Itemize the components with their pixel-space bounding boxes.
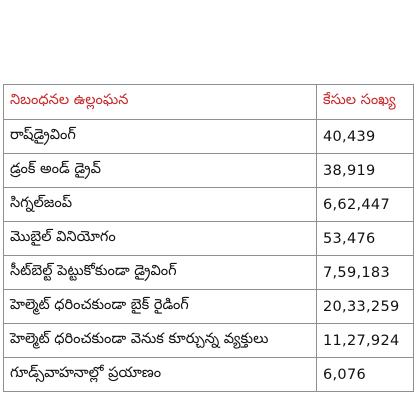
case-count-cell: 6,076: [316, 357, 414, 392]
table-row: హెల్మెట్ ధరించకుండా వెనుక కూర్చున్న వ్యక…: [3, 323, 414, 358]
violation-cell: రాష్‌డ్రైవింగ్: [3, 119, 317, 154]
violation-cell: హెల్మెట్ ధరించకుండా బైక్ రైడింగ్: [3, 289, 317, 324]
violation-cell: మొబైల్ వినియోగం: [3, 221, 317, 256]
table-row: డ్రంక్ అండ్ డ్రైవ్ 38,919: [3, 153, 414, 188]
table-row: సిగ్నల్‌జంప్ 6,62,447: [3, 187, 414, 222]
table-header-row: నిబంధనల ఉల్లంఘన కేసుల సంఖ్య: [3, 84, 414, 120]
violation-cell: హెల్మెట్ ధరించకుండా వెనుక కూర్చున్న వ్యక…: [3, 323, 317, 358]
violation-cell: గూడ్స్‌వాహనాల్లో ప్రయాణం: [3, 357, 317, 392]
violation-cell: సిగ్నల్‌జంప్: [3, 187, 317, 222]
case-count-cell: 53,476: [316, 221, 414, 256]
violation-cell: సీట్‌బెల్ట్ పెట్టుకోకుండా డ్రైవింగ్: [3, 255, 317, 290]
table-row: మొబైల్ వినియోగం 53,476: [3, 221, 414, 256]
table-row: సీట్‌బెల్ట్ పెట్టుకోకుండా డ్రైవింగ్ 7,59…: [3, 255, 414, 290]
case-count-cell: 40,439: [316, 119, 414, 154]
table-row: రాష్‌డ్రైవింగ్ 40,439: [3, 119, 414, 154]
header-case-count: కేసుల సంఖ్య: [316, 84, 414, 120]
table-row: గూడ్స్‌వాహనాల్లో ప్రయాణం 6,076: [3, 357, 414, 392]
table-row: హెల్మెట్ ధరించకుండా బైక్ రైడింగ్ 20,33,2…: [3, 289, 414, 324]
case-count-cell: 11,27,924: [316, 323, 414, 358]
case-count-cell: 38,919: [316, 153, 414, 188]
case-count-cell: 20,33,259: [316, 289, 414, 324]
violation-cell: డ్రంక్ అండ్ డ్రైవ్: [3, 153, 317, 188]
case-count-cell: 7,59,183: [316, 255, 414, 290]
header-violation: నిబంధనల ఉల్లంఘన: [3, 84, 317, 120]
case-count-cell: 6,62,447: [316, 187, 414, 222]
violations-table: నిబంధనల ఉల్లంఘన కేసుల సంఖ్య రాష్‌డ్రైవిం…: [3, 84, 414, 392]
